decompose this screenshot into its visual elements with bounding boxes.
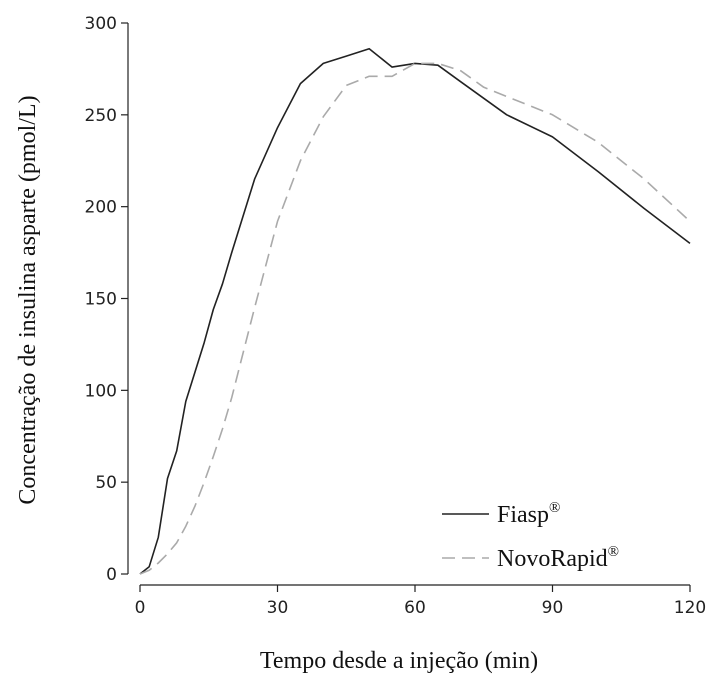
y-axis-title: Concentração de insulina asparte (pmol/L… bbox=[15, 95, 41, 504]
y-tick-label: 250 bbox=[85, 106, 117, 126]
x-axis-title: Tempo desde a injeção (min) bbox=[260, 648, 538, 674]
y-tick-label: 150 bbox=[85, 290, 117, 310]
x-axis: 0 30 60 90 120 bbox=[135, 584, 706, 618]
x-tick-label: 0 bbox=[135, 598, 146, 618]
x-tick-label: 30 bbox=[267, 598, 289, 618]
x-tick-label: 60 bbox=[404, 598, 426, 618]
legend: Fiasp® NovoRapid® bbox=[442, 500, 619, 572]
y-tick-label: 50 bbox=[95, 473, 117, 493]
y-tick-label: 200 bbox=[85, 198, 117, 218]
plot-area bbox=[139, 47, 691, 575]
y-tick-label: 300 bbox=[85, 14, 117, 34]
legend-label-fiasp: Fiasp® bbox=[497, 500, 560, 528]
y-tick-label: 0 bbox=[106, 565, 117, 585]
y-tick-label: 100 bbox=[85, 381, 117, 401]
x-tick-label: 90 bbox=[542, 598, 564, 618]
x-tick-label: 120 bbox=[674, 598, 706, 618]
series-line-fiasp bbox=[139, 47, 691, 575]
y-axis: 0 50 100 150 200 250 300 bbox=[85, 14, 129, 585]
legend-label-novorapid: NovoRapid® bbox=[497, 544, 619, 572]
series-line-novorapid bbox=[139, 62, 691, 575]
